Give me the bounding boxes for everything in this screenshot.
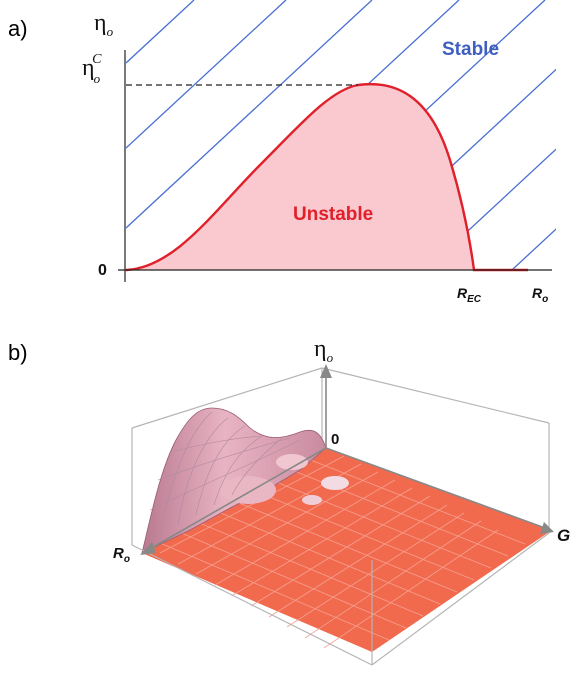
panel-b-label: b) (8, 340, 28, 365)
bounding-box (131, 367, 550, 545)
panel-a: a) ηo ηoC 0 Stable Unstable REC Ro (8, 0, 556, 305)
vertical-axis-arrowhead (320, 364, 332, 378)
left-axis (147, 447, 327, 551)
stable-label: Stable (442, 39, 499, 60)
y-axis-label: ηo (94, 10, 114, 39)
zero-label: 0 (98, 262, 107, 279)
critical-eta-label: ηoC (82, 52, 102, 86)
panel-b: b) (8, 336, 570, 666)
vertical-axis-label: ηo (314, 336, 334, 365)
right-axis-arrowhead (540, 522, 554, 534)
right-axis-label: G (557, 526, 570, 545)
hump-mesh (149, 411, 301, 536)
rec-tick-label: REC (457, 285, 482, 305)
x-axis-label: Ro (532, 285, 548, 305)
right-axis (325, 447, 546, 529)
unstable-label: Unstable (293, 204, 373, 225)
unstable-region (126, 84, 474, 270)
floor-grid (159, 455, 526, 649)
left-axis-arrowhead (140, 542, 156, 555)
surface-ripples (220, 454, 349, 505)
left-axis-label: Ro (113, 545, 130, 565)
origin-label: 0 (331, 431, 339, 448)
bounding-box-front (131, 532, 550, 666)
panel-a-label: a) (8, 16, 28, 41)
